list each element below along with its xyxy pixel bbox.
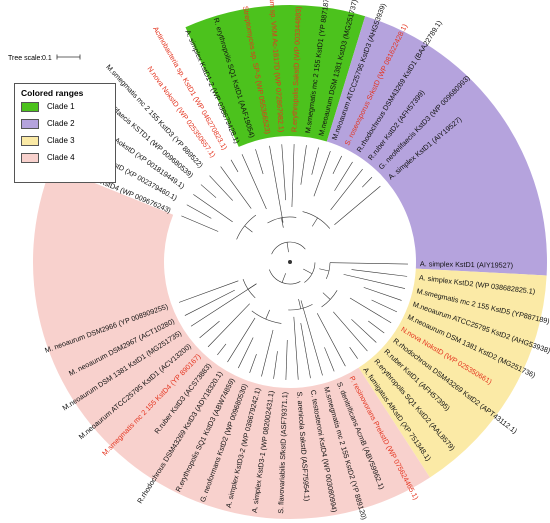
- tip-branch: [300, 300, 323, 376]
- tree-scale-value: 0.1: [42, 55, 52, 62]
- tip-branch: [200, 184, 217, 198]
- legend-swatch-clade-2: [21, 118, 39, 129]
- internal-branch: [303, 268, 313, 275]
- tip-branch: [181, 215, 219, 232]
- leaf-label-highlighted: R.erythropolis SakstD (WP 003344883): [289, 6, 302, 132]
- leaf-label: A. simplex KstD1 (AIY19527): [420, 259, 513, 270]
- tip-branch: [227, 317, 256, 363]
- internal-branch: [247, 283, 257, 290]
- tip-branch: [300, 323, 311, 379]
- legend: Colored ranges Clade 1 Clade 2 Clade 3 C…: [14, 83, 116, 183]
- tip-branch: [371, 299, 398, 313]
- tip-branch: [313, 151, 331, 197]
- clade-sector-4: [32, 165, 430, 519]
- legend-label-clade-4: Clade 4: [47, 153, 75, 162]
- tip-branch: [261, 329, 274, 377]
- tip-branch: [332, 155, 342, 175]
- tip-branch: [351, 319, 377, 343]
- tip-branch: [329, 262, 408, 265]
- tip-branch: [334, 161, 353, 191]
- legend-item-clade-4: Clade 4: [21, 149, 115, 166]
- internal-branch: [265, 309, 270, 320]
- tip-branch: [349, 297, 392, 324]
- tip-branch: [285, 339, 288, 380]
- legend-swatch-clade-1: [21, 101, 39, 112]
- tip-branch: [291, 144, 295, 208]
- clade-sector-3: [358, 268, 547, 478]
- tip-branch: [281, 144, 286, 201]
- tip-branch: [238, 337, 254, 369]
- internal-branch: [281, 217, 284, 228]
- tip-branch: [230, 159, 239, 173]
- tip-branch: [273, 351, 278, 379]
- tip-branch: [186, 204, 212, 219]
- tip-branch: [209, 175, 233, 201]
- tip-branch: [363, 287, 402, 301]
- clade-sector-1: [185, 4, 366, 147]
- tip-branch: [255, 149, 264, 175]
- internal-branch: [281, 273, 286, 283]
- legend-swatch-clade-4: [21, 152, 39, 163]
- tip-branch: [199, 320, 220, 339]
- legend-label-clade-1: Clade 1: [47, 102, 75, 111]
- tip-branch: [349, 347, 358, 359]
- tip-branch: [190, 283, 257, 327]
- internal-branch: [312, 217, 318, 227]
- tip-branch: [333, 311, 368, 352]
- tip-branch: [269, 145, 284, 223]
- legend-title: Colored ranges: [21, 88, 84, 98]
- internal-branch: [269, 269, 301, 285]
- tip-branch: [293, 316, 299, 380]
- tip-branch: [207, 303, 250, 348]
- tip-branch: [193, 194, 233, 223]
- tree-scale-label: Tree scale:: [8, 55, 42, 62]
- tip-branch: [343, 274, 406, 289]
- internal-branch: [286, 242, 289, 253]
- tip-branch: [324, 347, 335, 372]
- tip-branch: [241, 154, 267, 210]
- internal-branch: [319, 268, 330, 272]
- legend-label-clade-3: Clade 3: [47, 136, 75, 145]
- internal-branch: [322, 292, 331, 300]
- tip-branch: [311, 147, 319, 175]
- tip-branch: [300, 145, 307, 185]
- legend-item-clade-1: Clade 1: [21, 98, 115, 115]
- tip-branch: [330, 168, 363, 211]
- legend-item-clade-2: Clade 2: [21, 115, 115, 132]
- tip-branch: [249, 353, 257, 373]
- internal-branch: [244, 225, 253, 233]
- tip-branch: [179, 280, 239, 303]
- tip-branch: [334, 185, 381, 225]
- tree-root: [288, 260, 292, 264]
- clade-sector-2: [326, 16, 547, 276]
- internal-branch: [298, 298, 302, 309]
- legend-swatch-clade-3: [21, 135, 39, 146]
- tip-branch: [368, 320, 385, 334]
- tip-branch: [362, 176, 373, 188]
- legend-label-clade-2: Clade 2: [47, 119, 75, 128]
- tip-branch: [316, 313, 346, 367]
- tree-scale: Tree scale: 0.1: [8, 54, 81, 62]
- tip-branch: [217, 343, 227, 356]
- tip-branch: [220, 166, 252, 209]
- leaf-label: S. flavovariabilis SfkstD (ASF79371.1): [276, 392, 289, 514]
- tip-branch: [351, 269, 408, 277]
- internal-branch: [242, 278, 256, 299]
- tip-branch: [184, 289, 235, 316]
- legend-item-clade-3: Clade 3: [21, 132, 115, 149]
- internal-branch: [271, 241, 306, 255]
